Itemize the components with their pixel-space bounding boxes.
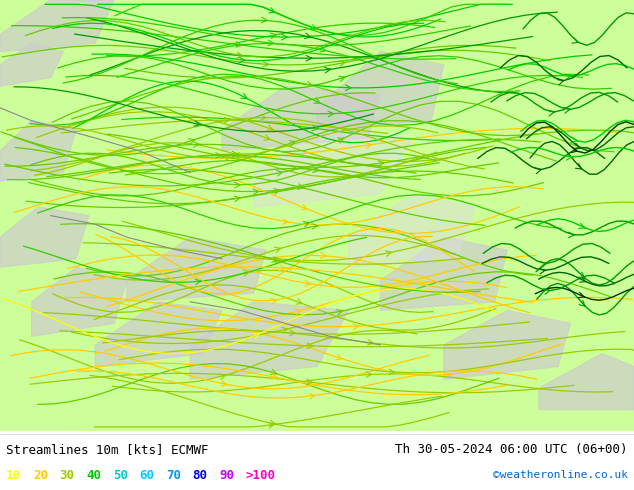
Polygon shape [222, 86, 380, 151]
Polygon shape [0, 121, 76, 181]
Polygon shape [0, 43, 63, 86]
Text: 80: 80 [193, 469, 208, 482]
Polygon shape [349, 194, 476, 268]
Polygon shape [0, 207, 89, 268]
Polygon shape [32, 268, 127, 336]
Text: 10: 10 [6, 469, 22, 482]
Text: 40: 40 [86, 469, 101, 482]
Text: >100: >100 [246, 469, 276, 482]
Text: Th 30-05-2024 06:00 UTC (06+00): Th 30-05-2024 06:00 UTC (06+00) [395, 443, 628, 456]
Text: 20: 20 [33, 469, 48, 482]
Text: 70: 70 [166, 469, 181, 482]
Polygon shape [539, 354, 634, 410]
Polygon shape [380, 237, 507, 311]
Polygon shape [0, 0, 114, 52]
Polygon shape [95, 302, 222, 367]
Text: 50: 50 [113, 469, 128, 482]
Polygon shape [254, 129, 412, 207]
Text: Streamlines 10m [kts] ECMWF: Streamlines 10m [kts] ECMWF [6, 443, 209, 456]
Text: 30: 30 [60, 469, 75, 482]
Polygon shape [190, 302, 349, 379]
Polygon shape [317, 52, 444, 129]
Polygon shape [444, 311, 571, 379]
Text: 90: 90 [219, 469, 235, 482]
Text: ©weatheronline.co.uk: ©weatheronline.co.uk [493, 470, 628, 480]
Polygon shape [127, 237, 266, 302]
Text: 60: 60 [139, 469, 155, 482]
